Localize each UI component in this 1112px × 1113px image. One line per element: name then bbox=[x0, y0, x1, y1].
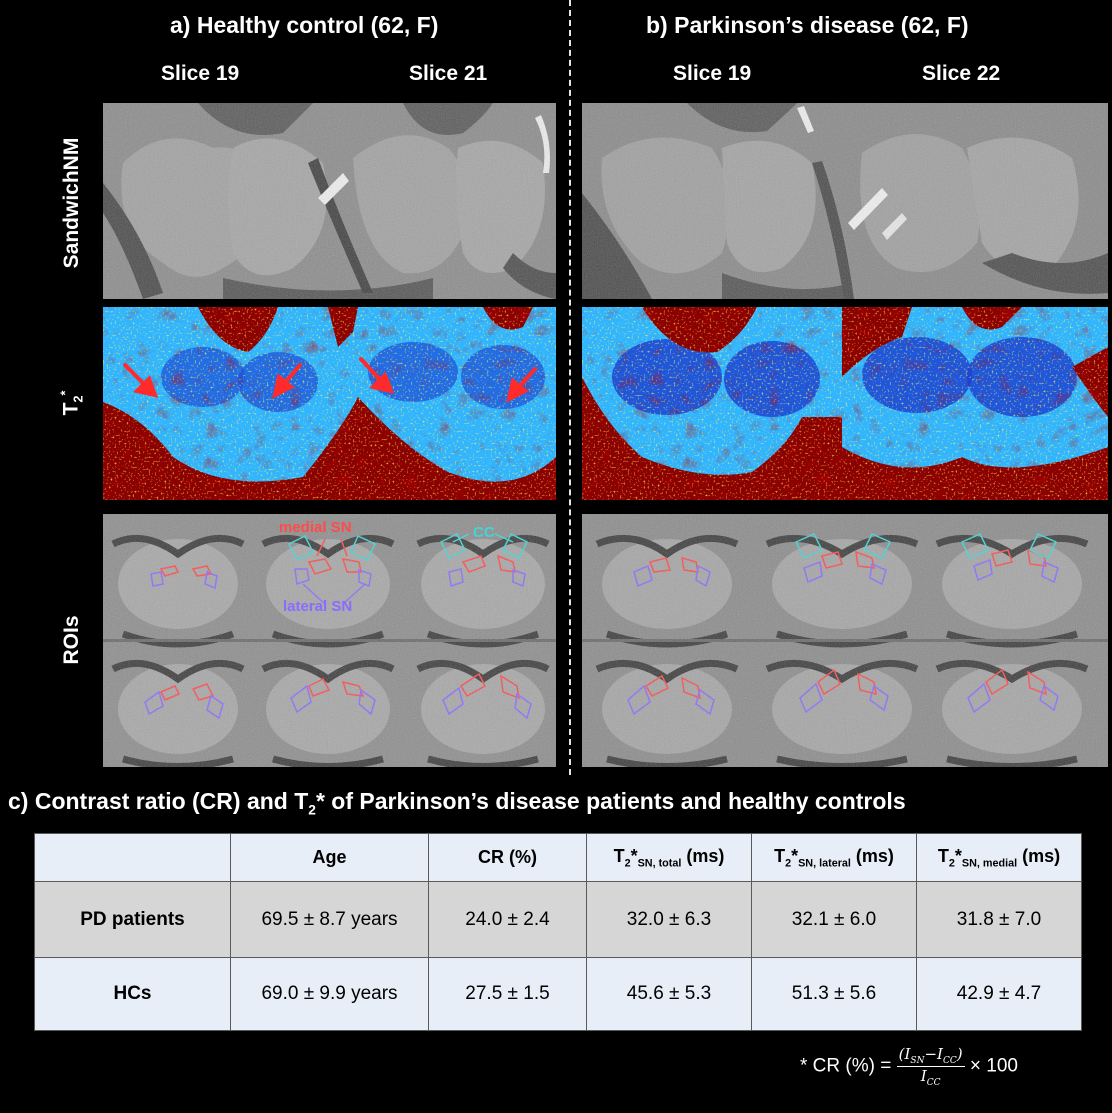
slice-label-a1: Slice 19 bbox=[161, 62, 240, 85]
cell-cr: 24.0 ± 2.4 bbox=[428, 881, 587, 958]
panel-divider bbox=[569, 0, 571, 775]
cell-t2-medial: 42.9 ± 4.7 bbox=[916, 957, 1082, 1031]
header-empty bbox=[34, 833, 231, 882]
rois-image-healthy: medial SN CC lateral SN bbox=[103, 514, 556, 767]
annotation-lateral-sn: lateral SN bbox=[283, 598, 353, 615]
cell-cr: 27.5 ± 1.5 bbox=[428, 957, 587, 1031]
cell-t2-lateral: 51.3 ± 5.6 bbox=[751, 957, 917, 1031]
slice-label-a2: Slice 21 bbox=[409, 62, 488, 85]
cell-age: 69.0 ± 9.9 years bbox=[230, 957, 429, 1031]
header-t2-lateral: T2*SN, lateral (ms) bbox=[751, 833, 917, 882]
table-row: PD patients 69.5 ± 8.7 years 24.0 ± 2.4 … bbox=[34, 881, 1082, 958]
sandwichnm-image-healthy bbox=[103, 103, 556, 299]
header-cr: CR (%) bbox=[428, 833, 587, 882]
summary-table: Age CR (%) T2*SN, total (ms) T2*SN, late… bbox=[34, 833, 1082, 1031]
t2star-map-healthy bbox=[103, 307, 556, 500]
sandwichnm-image-pd bbox=[582, 103, 1108, 299]
row-label-sandwichnm: SandwichNM bbox=[60, 137, 83, 269]
annotation-medial-sn: medial SN bbox=[279, 519, 352, 536]
row-label-hc: HCs bbox=[34, 957, 231, 1031]
cell-t2-medial: 31.8 ± 7.0 bbox=[916, 881, 1082, 958]
cell-t2-lateral: 32.1 ± 6.0 bbox=[751, 881, 917, 958]
slice-label-b2: Slice 22 bbox=[922, 62, 1001, 85]
panel-a-title: a) Healthy control (62, F) bbox=[170, 12, 439, 38]
t2star-map-pd bbox=[582, 307, 1108, 500]
slice-label-b1: Slice 19 bbox=[673, 62, 752, 85]
cell-t2-total: 32.0 ± 6.3 bbox=[586, 881, 752, 958]
header-age: Age bbox=[230, 833, 429, 882]
formula-fraction: (ISN−ICC) ICC bbox=[896, 1045, 965, 1088]
section-c-title: c) Contrast ratio (CR) and T2* of Parkin… bbox=[8, 788, 906, 818]
annotation-cc: CC bbox=[473, 524, 495, 541]
row-label-t2star: T2* bbox=[58, 390, 86, 416]
panel-b-title: b) Parkinson’s disease (62, F) bbox=[646, 12, 969, 38]
header-t2-medial: T2*SN, medial (ms) bbox=[916, 833, 1082, 882]
cell-age: 69.5 ± 8.7 years bbox=[230, 881, 429, 958]
cr-formula: * CR (%) = (ISN−ICC) ICC × 100 bbox=[800, 1045, 1018, 1088]
row-label-rois: ROIs bbox=[60, 615, 83, 665]
table-header-row: Age CR (%) T2*SN, total (ms) T2*SN, late… bbox=[34, 833, 1082, 882]
rois-image-pd bbox=[582, 514, 1108, 767]
table-row: HCs 69.0 ± 9.9 years 27.5 ± 1.5 45.6 ± 5… bbox=[34, 957, 1082, 1031]
row-label-pd: PD patients bbox=[34, 881, 231, 958]
cell-t2-total: 45.6 ± 5.3 bbox=[586, 957, 752, 1031]
header-t2-total: T2*SN, total (ms) bbox=[586, 833, 752, 882]
